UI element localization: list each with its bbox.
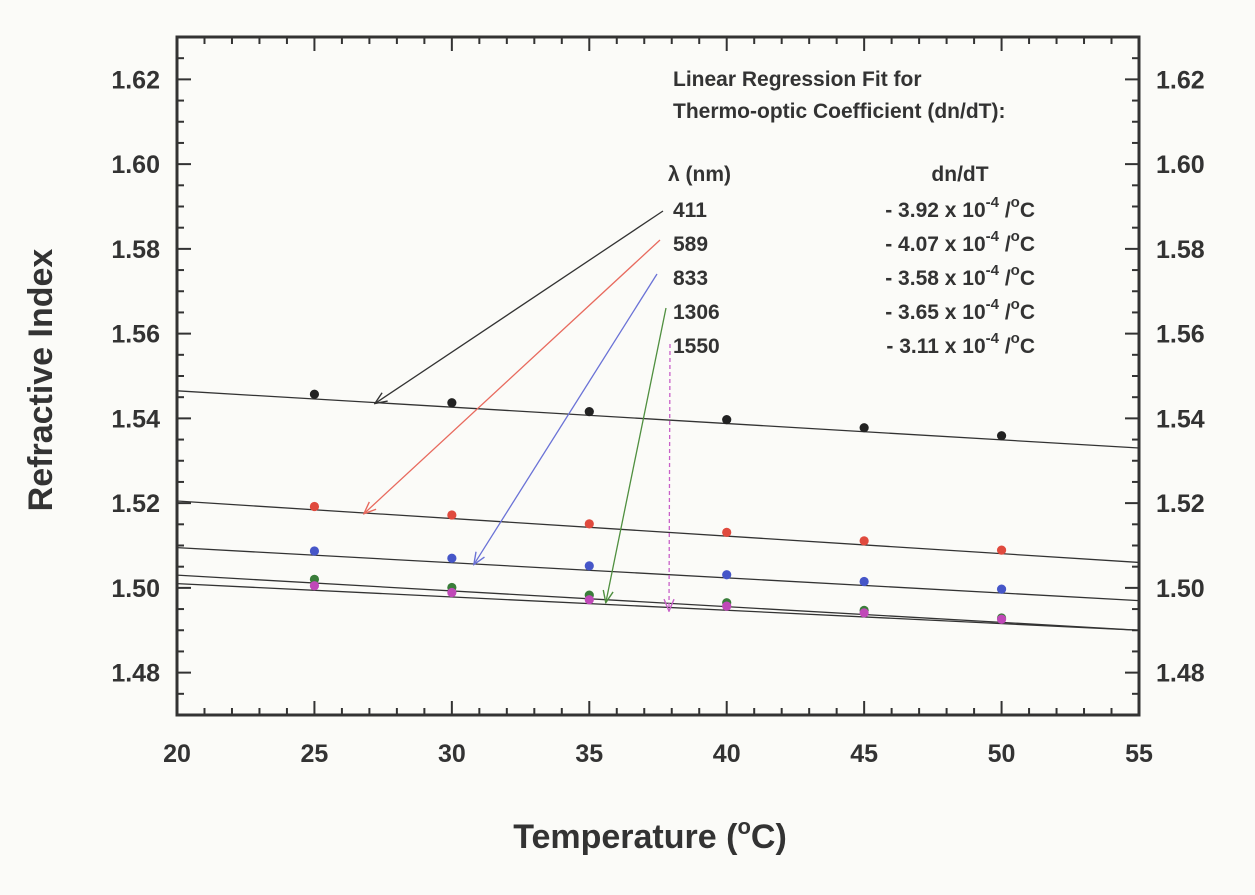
legend-wavelength: 411: [673, 199, 707, 222]
fit-line-411: [176, 390, 1140, 449]
y-tick-label-right: 1.56: [1156, 321, 1205, 349]
legend-wavelength: 589: [673, 233, 708, 256]
y-tick-label: 1.52: [111, 490, 160, 518]
y-tick-label-right: 1.54: [1156, 405, 1205, 433]
legend-wavelength: 1306: [673, 301, 720, 324]
fit-line-833: [176, 546, 1140, 602]
legend-arrows: [364, 210, 670, 611]
data-point-589: [584, 519, 594, 529]
x-tick-label: 50: [988, 740, 1016, 768]
fit-line-589: [176, 500, 1140, 564]
legend-coefficient: - 3.58 x 10-4 /oC: [885, 262, 1035, 290]
data-point-411: [447, 398, 457, 408]
data-point-411: [722, 415, 732, 425]
data-point-1550: [447, 587, 457, 598]
x-tick-label: 30: [438, 740, 466, 768]
x-tick-label: 25: [301, 740, 329, 768]
data-point-589: [996, 545, 1007, 555]
arrow-1306: [606, 307, 667, 603]
y-tick-label: 1.54: [111, 405, 160, 433]
data-point-589: [859, 536, 869, 546]
y-tick-label: 1.56: [111, 321, 160, 349]
data-point-833: [996, 584, 1007, 594]
data-point-589: [722, 527, 732, 537]
data-point-833: [859, 576, 869, 587]
y-tick-label-right: 1.48: [1156, 660, 1205, 688]
legend-wavelength: 1550: [673, 335, 720, 358]
legend-coefficient: - 3.65 x 10-4 /oC: [885, 296, 1035, 324]
data-points: [309, 389, 1007, 624]
fit-lines: [176, 390, 1140, 631]
data-point-1550: [309, 581, 320, 591]
x-axis-title: Temperature (oC): [513, 814, 787, 856]
arrow-411: [375, 210, 664, 404]
y-tick-label: 1.62: [111, 66, 160, 94]
legend-header-wavelength: λ (nm): [668, 163, 731, 186]
x-tick-label: 45: [850, 740, 878, 768]
data-point-411: [859, 423, 869, 433]
data-point-589: [309, 501, 320, 512]
data-point-411: [996, 431, 1007, 441]
y-tick-label-right: 1.52: [1156, 490, 1205, 518]
data-point-411: [309, 389, 320, 399]
legend-coefficient: - 4.07 x 10-4 /oC: [885, 228, 1035, 256]
legend-coefficient: - 3.11 x 10-4 /oC: [886, 330, 1035, 358]
y-tick-label: 1.50: [111, 575, 160, 603]
x-tick-labels: 20 25 30 35 40 45 50 55: [163, 740, 1153, 768]
arrow-589: [364, 239, 661, 514]
legend: Linear Regression Fit for Thermo-optic C…: [668, 68, 1035, 358]
legend-title-line2: Thermo-optic Coefficient (dn/dT):: [673, 100, 1005, 123]
legend-wavelength: 833: [673, 267, 708, 290]
y-tick-label: 1.60: [111, 151, 160, 179]
x-tick-label: 35: [575, 740, 603, 768]
data-point-589: [447, 510, 457, 520]
data-point-1550: [722, 601, 732, 611]
data-point-833: [722, 570, 732, 580]
axis-ticks: [176, 36, 1140, 716]
fit-line-1550: [176, 582, 1140, 631]
arrow-833: [474, 273, 658, 565]
fit-line-1306: [176, 574, 1140, 631]
y-tick-label: 1.58: [111, 236, 160, 264]
data-point-833: [309, 546, 320, 556]
y-tick-label: 1.48: [111, 660, 160, 688]
data-point-1550: [996, 614, 1007, 624]
x-tick-label: 40: [713, 740, 741, 768]
y-tick-label-right: 1.58: [1156, 236, 1205, 264]
y-tick-labels-left: 1.48 1.50 1.52 1.54 1.56 1.58 1.60 1.62: [111, 66, 160, 687]
data-point-1550: [859, 608, 869, 618]
y-axis-title: Refractive Index: [22, 249, 60, 512]
plot-frame: [175, 35, 1141, 717]
data-point-411: [584, 406, 594, 417]
data-point-1306: [309, 574, 320, 585]
legend-title-line1: Linear Regression Fit for: [673, 68, 922, 91]
y-tick-label-right: 1.60: [1156, 151, 1205, 179]
arrow-1550: [669, 343, 670, 611]
data-point-833: [447, 553, 457, 563]
x-tick-label: 20: [163, 740, 191, 768]
data-point-833: [584, 561, 594, 571]
y-tick-label-right: 1.62: [1156, 66, 1205, 94]
legend-rows: 411 - 3.92 x 10-4 /oC 589 - 4.07 x 10-4 /oC…: [673, 194, 1035, 358]
x-tick-label: 55: [1125, 740, 1153, 768]
data-point-1550: [584, 595, 594, 605]
legend-coefficient: - 3.92 x 10-4 /oC: [885, 194, 1035, 222]
legend-header-dndt: dn/dT: [931, 163, 988, 186]
y-tick-label-right: 1.50: [1156, 575, 1205, 603]
y-tick-labels-right: 1.48 1.50 1.52 1.54 1.56 1.58 1.60 1.62: [1156, 66, 1205, 687]
